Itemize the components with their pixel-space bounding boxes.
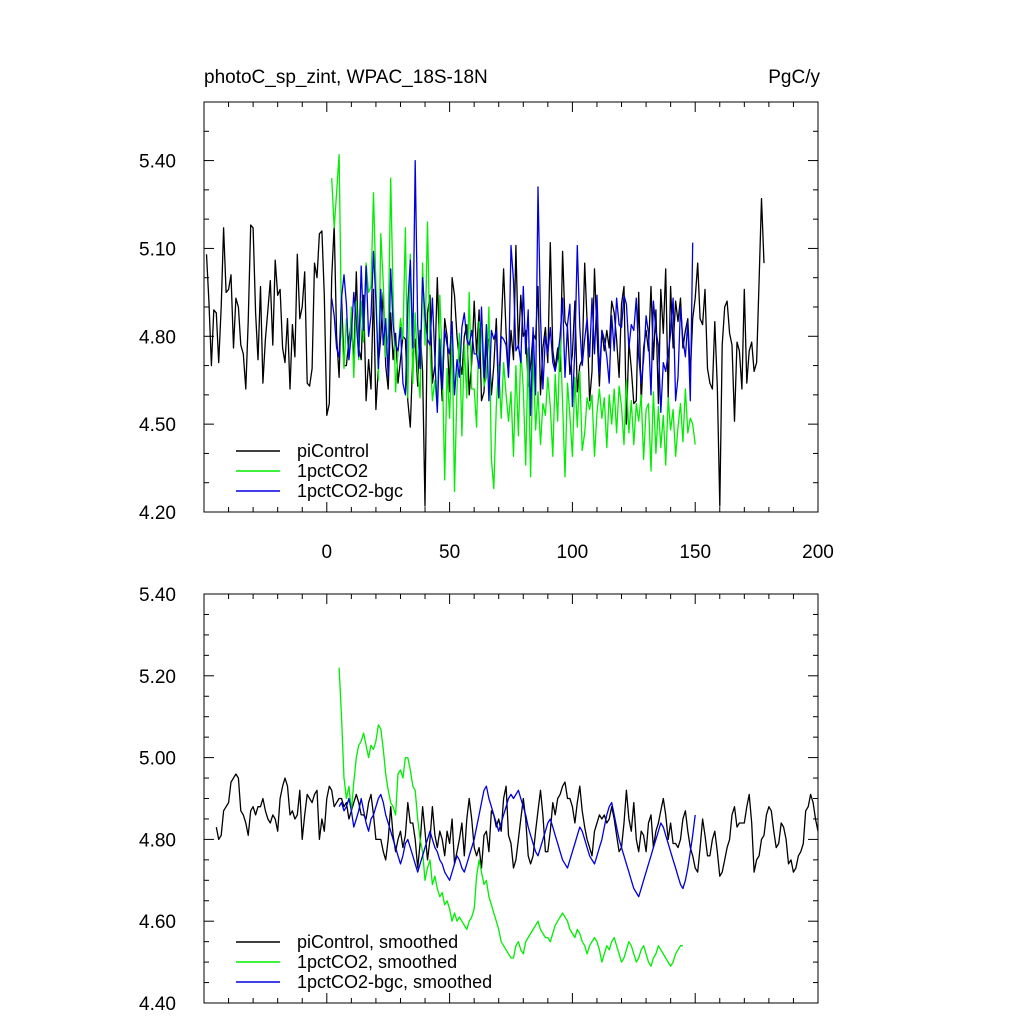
- legend-label: 1pctCO2-bgc: [297, 481, 403, 501]
- y-tick-label: 5.00: [139, 749, 176, 770]
- y-tick-label: 5.40: [139, 585, 176, 606]
- bottom-panel: 4.40 4.60 4.80 5.00 5.20 5.40 piControl, smoot…: [139, 585, 819, 1015]
- y-tick-label: 4.20: [139, 503, 176, 524]
- y-tick-label: 4.50: [139, 415, 176, 436]
- y-tick-label: 5.10: [139, 239, 176, 260]
- x-tick-label: 50: [439, 542, 460, 563]
- top-panel: 0 50 100 150 200 4.20 4.50 4.80 5.10 5.40 piContro…: [139, 101, 834, 563]
- y-tick-label: 5.40: [139, 152, 176, 173]
- chart-units: PgC/y: [768, 67, 820, 88]
- series-line-picontrol-smoothed: [215, 773, 818, 877]
- series-line-1pctco2-bgc: [331, 159, 694, 417]
- x-tick-label: 0: [322, 542, 333, 563]
- series-line-picontrol: [205, 197, 765, 507]
- y-tick-label: 5.20: [139, 667, 176, 688]
- y-tick-label: 4.80: [139, 830, 176, 851]
- y-tick-label: 4.40: [139, 994, 176, 1015]
- x-tick-label: 150: [679, 542, 711, 563]
- series-line-1pctco2-smoothed: [338, 667, 683, 967]
- y-tick-label: 4.60: [139, 912, 176, 933]
- legend-label: piControl, smoothed: [297, 932, 458, 952]
- x-tick-label: 200: [802, 542, 834, 563]
- series-line-1pctco2-bgc-smoothed: [338, 785, 696, 898]
- chart-title: photoC_sp_zint, WPAC_18S-18N: [204, 67, 488, 88]
- legend-label: 1pctCO2, smoothed: [297, 952, 457, 972]
- legend-label: 1pctCO2: [297, 461, 368, 481]
- y-tick-label: 4.80: [139, 327, 176, 348]
- legend-label: 1pctCO2-bgc, smoothed: [297, 972, 492, 992]
- x-tick-label: 100: [557, 542, 589, 563]
- legend-label: piControl: [297, 441, 369, 461]
- series-line-1pctco2: [331, 154, 696, 493]
